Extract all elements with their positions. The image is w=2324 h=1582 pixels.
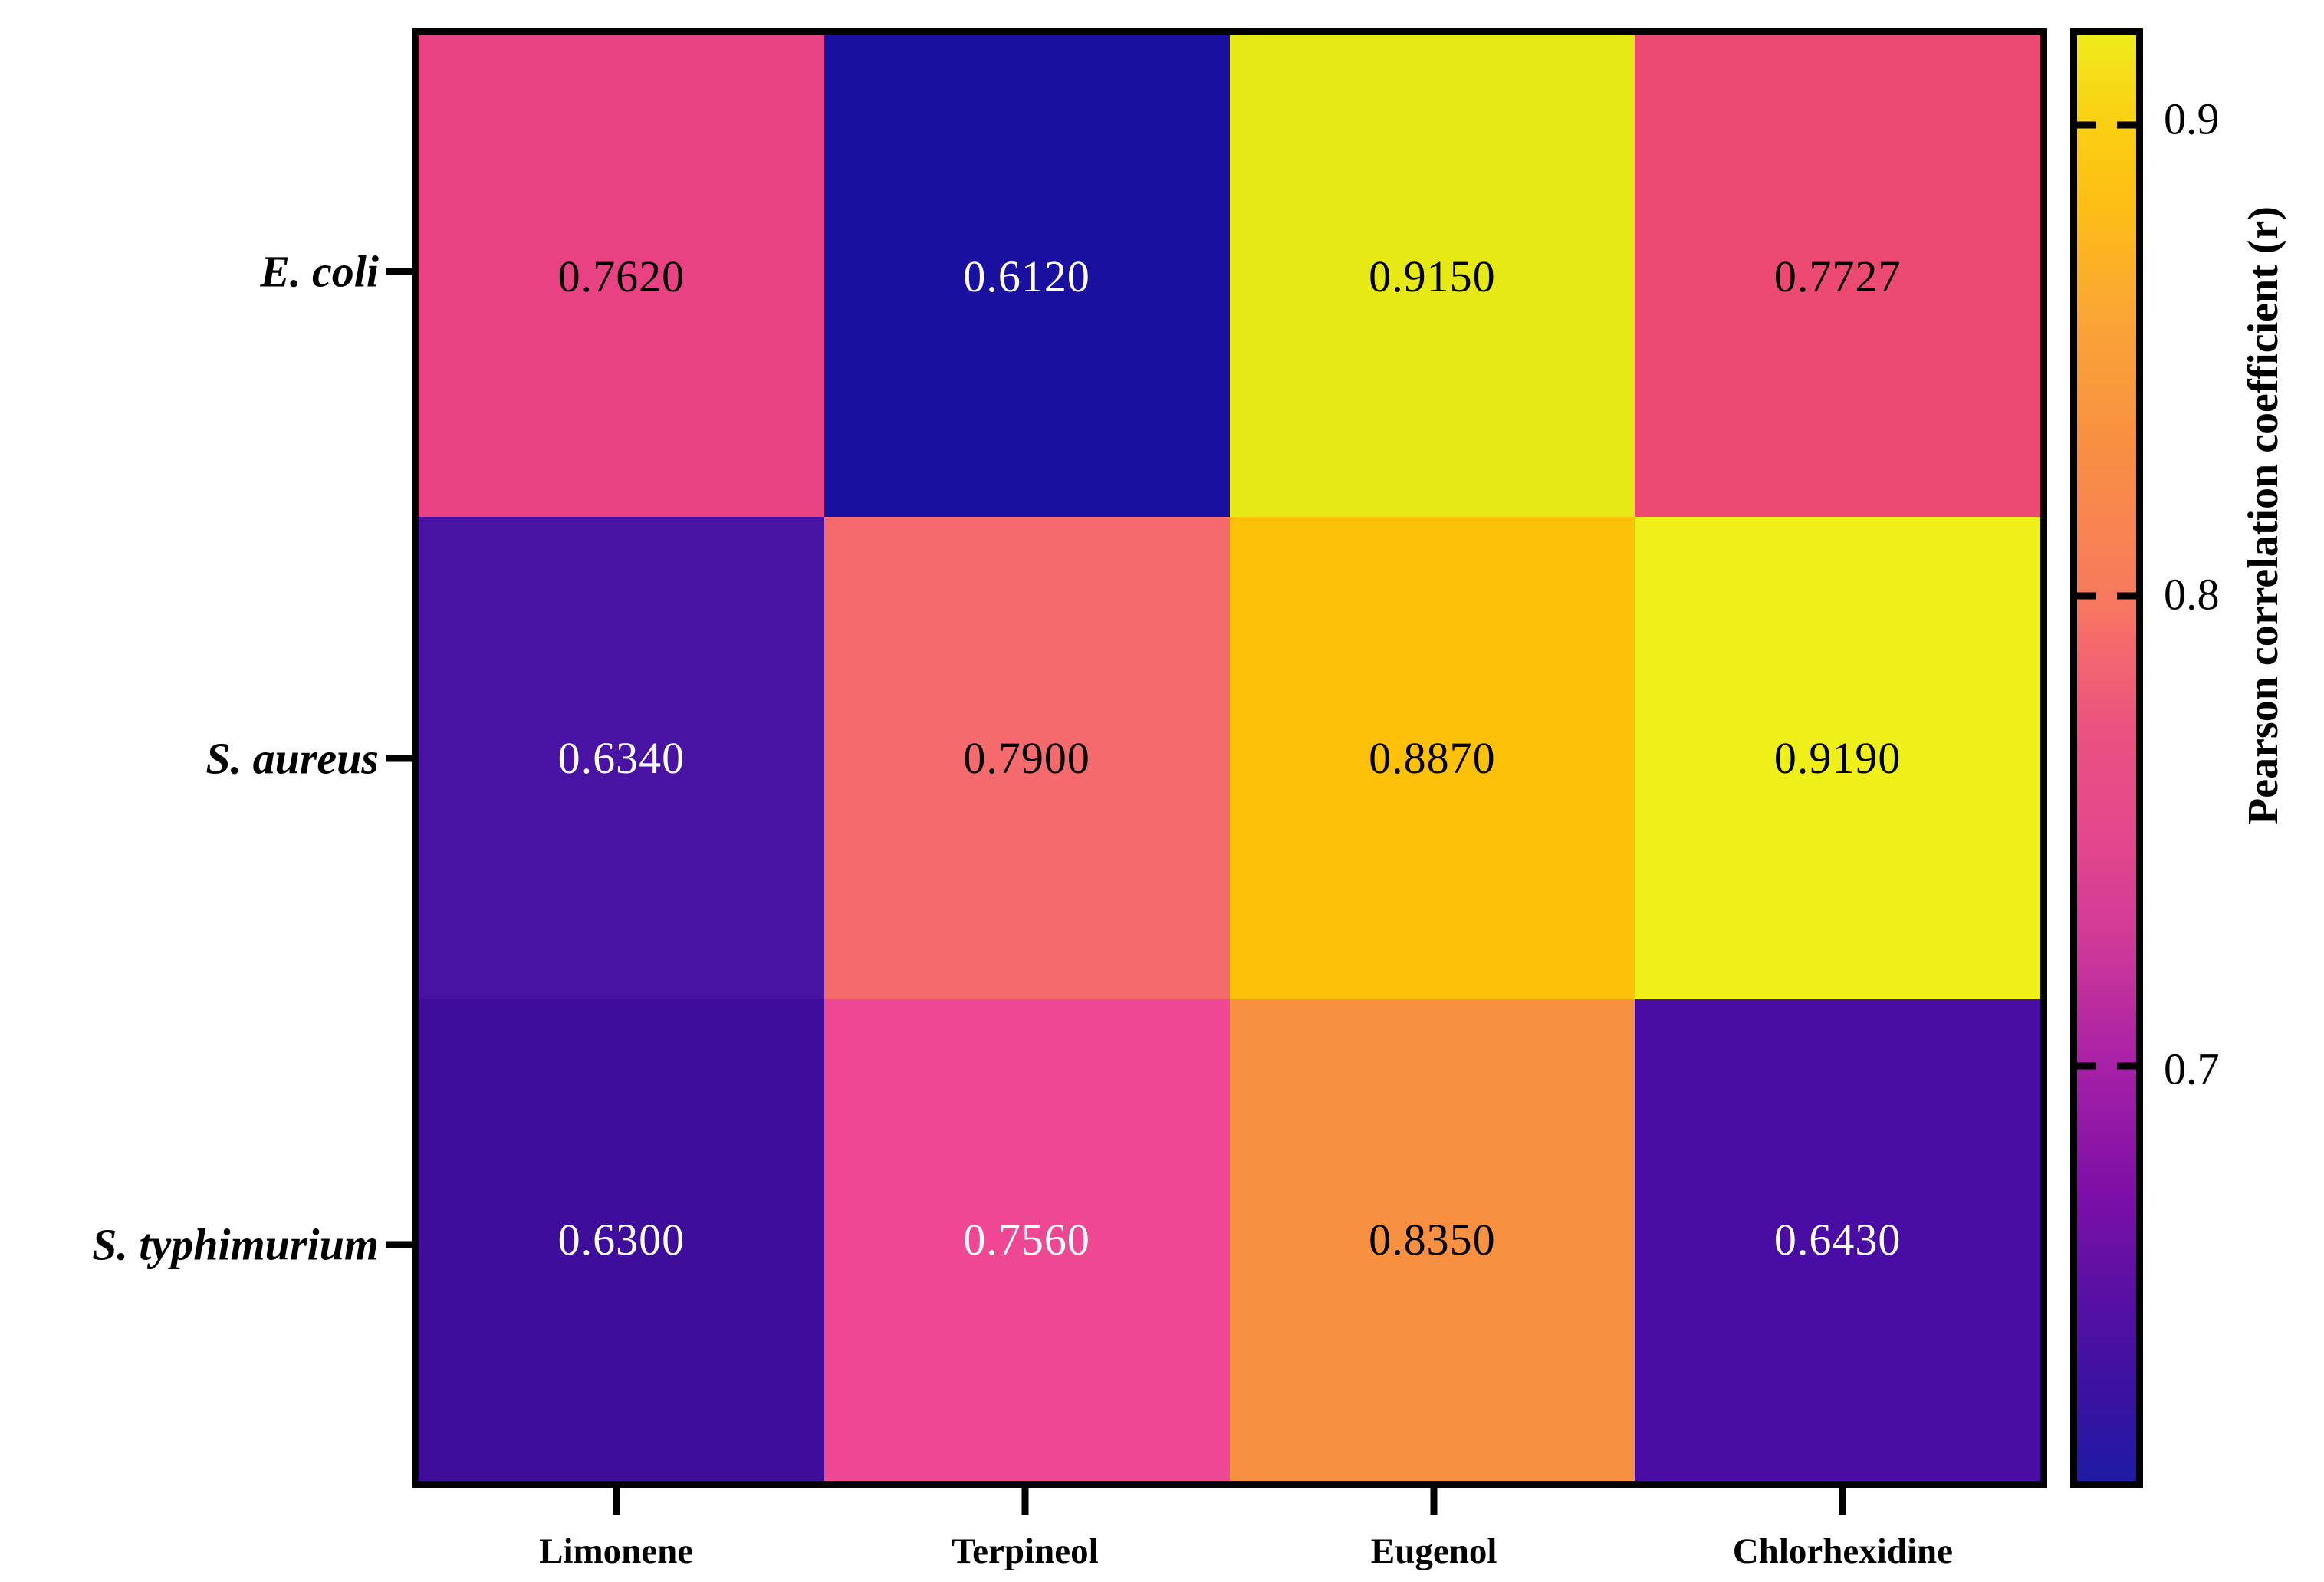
heatmap-cell-s-typhimurium-limonene: 0.6300 [419, 998, 824, 1481]
heatmap-cell-s-aureus-terpineol: 0.7900 [823, 517, 1230, 999]
heatmap-cell-e-coli-chlorhexidine: 0.7727 [1635, 35, 2040, 518]
heatmap-cell-s-aureus-limonene: 0.6340 [419, 517, 824, 999]
row-label-s-typhimurium: S. typhimurium [92, 1219, 379, 1270]
heatmap-cell-s-aureus-chlorhexidine: 0.9190 [1635, 517, 2040, 999]
row-label-s-aureus: S. aureus [205, 733, 379, 783]
heatmap-cell-e-coli-eugenol: 0.9150 [1229, 35, 1635, 518]
column-label-limonene: Limonene [539, 1531, 694, 1571]
heatmap-cell-s-typhimurium-eugenol: 0.8350 [1229, 998, 1635, 1481]
x-axis-tick-eugenol [1430, 1488, 1438, 1515]
y-axis-tick-s-typhimurium [386, 1241, 412, 1248]
colorbar-title: Pearson correlation coefficient (r) [2240, 206, 2287, 824]
heatmap-cell-e-coli-terpineol: 0.6120 [823, 35, 1230, 518]
x-axis-tick-terpineol [1021, 1488, 1029, 1515]
heatmap-cell-e-coli-limonene: 0.7620 [419, 35, 824, 518]
colorbar-tick-mark-left-0-8 [2077, 592, 2096, 600]
x-axis-tick-limonene [613, 1488, 620, 1515]
row-label-e-coli: E. coli [260, 246, 379, 297]
colorbar-tick-label-0-8: 0.8 [2164, 569, 2220, 620]
colorbar-tick-mark-left-0-9 [2077, 121, 2096, 129]
column-label-terpineol: Terpineol [952, 1531, 1099, 1571]
y-axis-tick-s-aureus [386, 755, 412, 761]
colorbar-tick-mark-right-0-7 [2117, 1062, 2136, 1070]
column-label-chlorhexidine: Chlorhexidine [1732, 1531, 1954, 1571]
colorbar-tick-mark-right-0-8 [2117, 592, 2136, 600]
colorbar [2070, 28, 2143, 1488]
y-axis-tick-e-coli [386, 268, 412, 275]
colorbar-tick-label-0-7: 0.7 [2164, 1044, 2220, 1094]
x-axis-tick-chlorhexidine [1839, 1488, 1846, 1515]
heatmap-cell-s-typhimurium-chlorhexidine: 0.6430 [1635, 998, 2040, 1481]
colorbar-tick-label-0-9: 0.9 [2164, 94, 2220, 144]
colorbar-tick-mark-left-0-7 [2077, 1062, 2096, 1070]
heatmap-cell-s-typhimurium-terpineol: 0.7560 [823, 998, 1230, 1481]
heatmap-grid: 0.7620 0.6120 0.9150 0.7727 0.6340 0.7900 0.88… [412, 28, 2047, 1488]
colorbar-tick-mark-right-0-9 [2117, 121, 2136, 129]
column-label-eugenol: Eugenol [1370, 1531, 1497, 1571]
heatmap-cell-s-aureus-eugenol: 0.8870 [1229, 517, 1635, 999]
